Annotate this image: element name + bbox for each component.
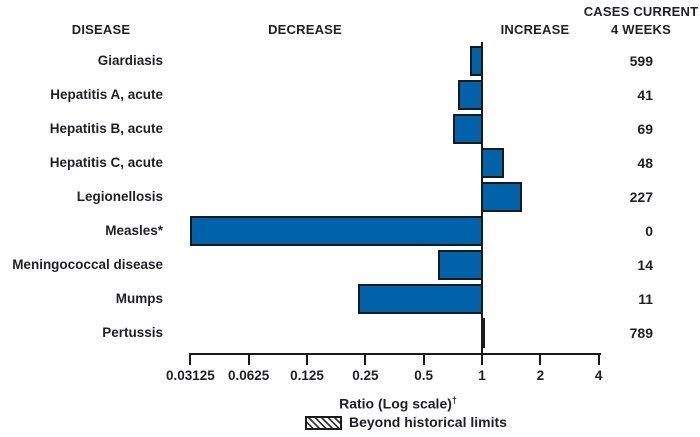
cases-value: 41 — [637, 87, 653, 103]
x-axis-tick — [481, 353, 483, 365]
cases-value: 0 — [645, 223, 653, 239]
x-axis-tick — [597, 353, 600, 365]
ratio-bar — [457, 80, 484, 110]
legend: Beyond historical limits — [305, 414, 507, 430]
disease-label: Giardiasis — [97, 53, 163, 68]
ratio-bar — [480, 182, 522, 212]
x-axis-tick-label: 2 — [536, 368, 545, 383]
cases-value: 14 — [637, 257, 653, 273]
x-axis-tick-label: 0.125 — [290, 368, 324, 383]
disease-label: Hepatitis C, acute — [49, 155, 163, 170]
x-axis-tick — [247, 353, 250, 365]
ratio-bar — [453, 114, 484, 144]
x-axis-label-text: Ratio (Log scale) — [339, 395, 452, 412]
x-axis-footnote-dagger: † — [451, 395, 457, 405]
cases-value: 599 — [629, 53, 653, 69]
x-axis-tick — [189, 353, 192, 365]
disease-label: Measles* — [105, 223, 163, 238]
disease-label: Hepatitis A, acute — [50, 87, 163, 102]
ratio-bar — [189, 216, 484, 246]
cases-value: 48 — [637, 155, 653, 171]
x-axis-tick-label: 0.25 — [352, 368, 379, 383]
x-axis-tick — [364, 353, 367, 365]
cases-value: 11 — [638, 291, 653, 307]
disease-label: Mumps — [115, 291, 163, 306]
baseline-ratio-1-line — [480, 42, 484, 354]
disease-label: Meningococcal disease — [12, 257, 163, 272]
x-axis-tick-label: 4 — [594, 368, 603, 383]
x-axis-tick-label: 0.03125 — [165, 368, 215, 383]
ratio-bar — [437, 250, 484, 280]
column-header-disease: DISEASE — [71, 22, 131, 37]
x-axis-tick — [422, 353, 425, 365]
x-axis-tick — [306, 353, 308, 365]
x-axis-tick-label: 0.5 — [414, 368, 434, 383]
cases-value: 227 — [629, 189, 653, 205]
x-axis-line — [189, 353, 601, 356]
x-axis-tick — [539, 353, 542, 365]
diagonal-hatch-swatch-icon — [305, 416, 342, 430]
disease-label: Pertussis — [102, 325, 163, 340]
x-axis-tick-label: 1 — [478, 368, 486, 383]
column-header-decrease: DECREASE — [268, 22, 342, 37]
column-header-cases-line2: 4 WEEKS — [611, 22, 671, 37]
x-axis-label: Ratio (Log scale)† — [298, 395, 498, 412]
ratio-bar — [358, 284, 484, 314]
cases-value: 789 — [629, 325, 653, 341]
ratio-bar — [480, 148, 505, 178]
cases-value: 69 — [637, 121, 653, 137]
column-header-increase: INCREASE — [500, 22, 570, 37]
legend-label: Beyond historical limits — [349, 414, 507, 430]
disease-label: Hepatitis B, acute — [49, 121, 163, 136]
x-axis-tick-label: 0.0625 — [228, 368, 270, 383]
column-header-cases-line1: CASES CURRENT — [583, 4, 699, 19]
disease-label: Legionellosis — [76, 189, 163, 204]
